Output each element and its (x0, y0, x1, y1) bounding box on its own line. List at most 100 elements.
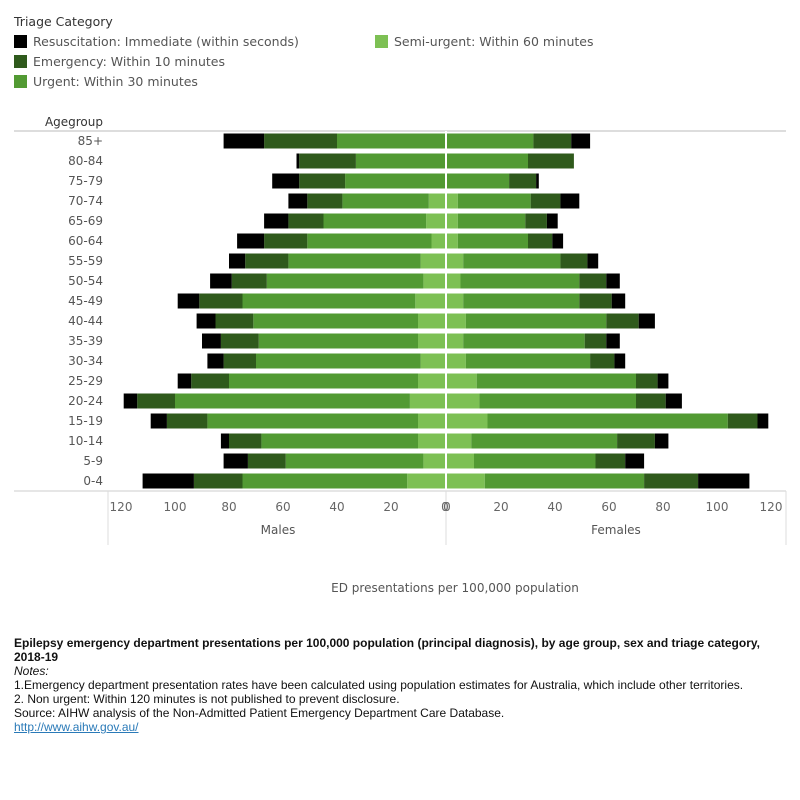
bar-female-segment[interactable] (636, 393, 666, 409)
bar-male-segment[interactable] (237, 233, 265, 249)
bar-male-segment[interactable] (264, 213, 289, 229)
bar-male-segment[interactable] (231, 273, 267, 289)
bar-female-segment[interactable] (457, 193, 531, 209)
bar-female-segment[interactable] (465, 353, 591, 369)
bar-male-segment[interactable] (199, 293, 243, 309)
bar-male-segment[interactable] (150, 413, 167, 429)
bar-male-segment[interactable] (288, 253, 421, 269)
bar-male-segment[interactable] (272, 173, 300, 189)
bar-male-segment[interactable] (409, 393, 445, 409)
bar-male-segment[interactable] (420, 353, 445, 369)
bar-female-segment[interactable] (447, 153, 528, 169)
bar-female-segment[interactable] (579, 273, 607, 289)
bar-female-segment[interactable] (447, 473, 485, 489)
bar-male-segment[interactable] (229, 373, 418, 389)
bar-female-segment[interactable] (528, 153, 574, 169)
bar-female-segment[interactable] (638, 313, 655, 329)
bar-male-segment[interactable] (166, 413, 208, 429)
bar-female-segment[interactable] (463, 293, 580, 309)
bar-male-segment[interactable] (123, 393, 138, 409)
bar-male-segment[interactable] (223, 353, 256, 369)
bar-female-segment[interactable] (595, 453, 626, 469)
bar-male-segment[interactable] (177, 373, 192, 389)
bar-male-segment[interactable] (207, 353, 224, 369)
bar-female-segment[interactable] (479, 393, 636, 409)
bar-male-segment[interactable] (256, 353, 421, 369)
bar-female-segment[interactable] (447, 373, 477, 389)
bar-male-segment[interactable] (245, 253, 289, 269)
bar-male-segment[interactable] (342, 193, 429, 209)
bar-female-segment[interactable] (457, 233, 528, 249)
bar-female-segment[interactable] (611, 293, 626, 309)
bar-female-segment[interactable] (590, 353, 615, 369)
bar-male-segment[interactable] (299, 173, 346, 189)
bar-male-segment[interactable] (407, 473, 445, 489)
bar-male-segment[interactable] (229, 433, 262, 449)
bar-male-segment[interactable] (423, 453, 445, 469)
bar-male-segment[interactable] (210, 273, 232, 289)
legend-item-emergency[interactable]: Emergency: Within 10 minutes (14, 54, 225, 69)
bar-male-segment[interactable] (264, 133, 337, 149)
bar-male-segment[interactable] (418, 413, 445, 429)
bar-female-segment[interactable] (471, 433, 618, 449)
bar-male-segment[interactable] (207, 413, 418, 429)
bar-female-segment[interactable] (447, 273, 461, 289)
bar-female-segment[interactable] (528, 233, 553, 249)
bar-female-segment[interactable] (614, 353, 626, 369)
bar-male-segment[interactable] (355, 153, 445, 169)
bar-female-segment[interactable] (463, 333, 585, 349)
bar-female-segment[interactable] (487, 413, 728, 429)
bar-male-segment[interactable] (418, 373, 445, 389)
bar-female-segment[interactable] (606, 313, 639, 329)
bar-male-segment[interactable] (418, 433, 445, 449)
bar-male-segment[interactable] (223, 133, 265, 149)
bar-male-segment[interactable] (296, 153, 300, 169)
bar-female-segment[interactable] (579, 293, 612, 309)
bar-female-segment[interactable] (584, 333, 607, 349)
bar-female-segment[interactable] (463, 253, 561, 269)
bar-female-segment[interactable] (617, 433, 655, 449)
bar-male-segment[interactable] (258, 333, 418, 349)
bar-female-segment[interactable] (757, 413, 769, 429)
bar-male-segment[interactable] (426, 213, 445, 229)
bar-female-segment[interactable] (457, 213, 526, 229)
bar-female-segment[interactable] (533, 133, 572, 149)
bar-male-segment[interactable] (420, 253, 445, 269)
bar-female-segment[interactable] (525, 213, 547, 229)
bar-female-segment[interactable] (546, 213, 558, 229)
bar-male-segment[interactable] (337, 133, 445, 149)
bar-male-segment[interactable] (242, 473, 408, 489)
bar-male-segment[interactable] (247, 453, 286, 469)
bar-male-segment[interactable] (196, 313, 216, 329)
bar-male-segment[interactable] (137, 393, 175, 409)
bar-male-segment[interactable] (223, 453, 248, 469)
bar-male-segment[interactable] (431, 233, 446, 249)
bar-female-segment[interactable] (447, 453, 474, 469)
bar-female-segment[interactable] (447, 253, 464, 269)
bar-male-segment[interactable] (288, 213, 324, 229)
bar-female-segment[interactable] (571, 133, 591, 149)
bar-female-segment[interactable] (447, 433, 472, 449)
legend-item-urgent[interactable]: Urgent: Within 30 minutes (14, 74, 198, 89)
bar-female-segment[interactable] (665, 393, 682, 409)
bar-male-segment[interactable] (418, 333, 445, 349)
legend-item-resuscitation[interactable]: Resuscitation: Immediate (within seconds… (14, 34, 299, 49)
bar-female-segment[interactable] (447, 353, 466, 369)
bar-male-segment[interactable] (423, 273, 445, 289)
bar-male-segment[interactable] (345, 173, 445, 189)
bar-male-segment[interactable] (220, 333, 259, 349)
bar-male-segment[interactable] (418, 313, 445, 329)
bar-male-segment[interactable] (229, 253, 246, 269)
bar-female-segment[interactable] (536, 173, 539, 189)
bar-female-segment[interactable] (447, 333, 464, 349)
bar-male-segment[interactable] (323, 213, 427, 229)
bar-female-segment[interactable] (657, 373, 669, 389)
bar-female-segment[interactable] (654, 433, 669, 449)
bar-female-segment[interactable] (447, 393, 480, 409)
bar-female-segment[interactable] (727, 413, 758, 429)
bar-female-segment[interactable] (552, 233, 564, 249)
bar-female-segment[interactable] (447, 413, 488, 429)
bar-female-segment[interactable] (644, 473, 699, 489)
bar-female-segment[interactable] (447, 133, 534, 149)
bar-female-segment[interactable] (530, 193, 561, 209)
